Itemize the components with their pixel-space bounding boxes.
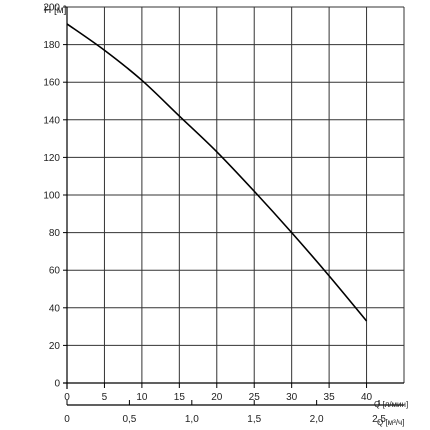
x-axis-label: Q [л/мин] xyxy=(374,400,408,409)
y-tick-label: 100 xyxy=(43,191,60,202)
y-tick-label: 140 xyxy=(43,115,60,126)
y-ticks: 0 20 40 60 80 100 120 140 160 180 200 xyxy=(43,3,67,390)
secondary-x-tick-label: 0,5 xyxy=(122,414,136,425)
x-tick-label: 35 xyxy=(324,392,336,403)
y-tick-label: 120 xyxy=(43,153,60,164)
y-tick-label: 200 xyxy=(43,3,60,14)
secondary-x-tick-label: 0 xyxy=(64,414,70,425)
x-tick-label: 25 xyxy=(249,392,261,403)
x-tick-label: 20 xyxy=(211,392,223,403)
x-tick-label: 40 xyxy=(361,392,373,403)
y-tick-label: 80 xyxy=(49,228,61,239)
x-tick-label: 30 xyxy=(286,392,298,403)
y-tick-label: 40 xyxy=(49,303,61,314)
x-tick-label: 5 xyxy=(102,392,108,403)
secondary-x-ticks: 0 0,5 1,0 1,5 2,0 2,5 xyxy=(64,400,386,425)
x-tick-label: 0 xyxy=(64,392,70,403)
series xyxy=(66,23,368,322)
axes xyxy=(63,7,404,406)
y-tick-label: 160 xyxy=(43,78,60,89)
x-tick-label: 15 xyxy=(174,392,186,403)
secondary-x-tick-label: 1,0 xyxy=(185,414,199,425)
y-tick-label: 180 xyxy=(43,40,60,51)
x-ticks: 0 5 10 15 20 25 30 35 40 xyxy=(64,383,373,403)
y-tick-label: 20 xyxy=(49,341,61,352)
secondary-x-axis-label: Q [м³/ч] xyxy=(377,418,404,427)
grid xyxy=(66,6,405,384)
x-tick-label: 10 xyxy=(136,392,148,403)
y-tick-label: 60 xyxy=(49,266,61,277)
secondary-x-tick-label: 2,5 xyxy=(372,414,386,425)
y-axis-label: H [м] xyxy=(44,5,67,16)
series-line xyxy=(66,23,368,322)
secondary-x-tick-label: 2,0 xyxy=(310,414,324,425)
secondary-x-tick-label: 1,5 xyxy=(247,414,261,425)
y-tick-label: 0 xyxy=(54,379,60,390)
